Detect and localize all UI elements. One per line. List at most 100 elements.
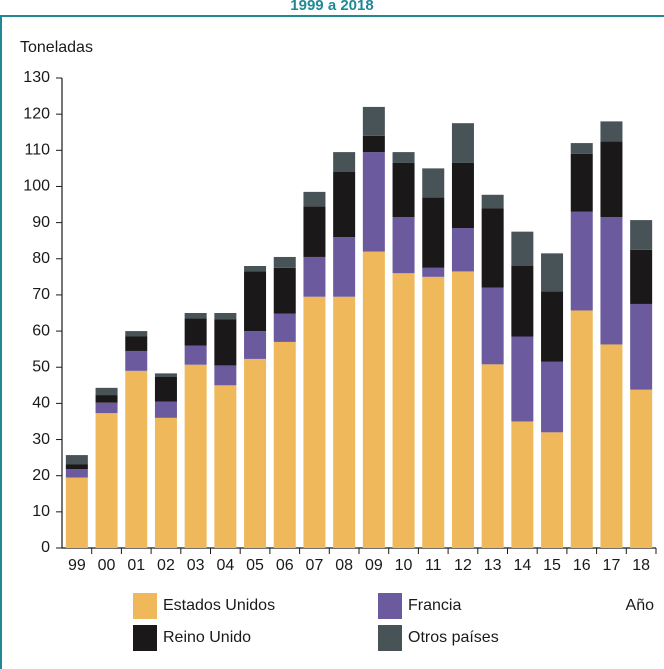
- x-tick-label: 16: [573, 557, 591, 574]
- x-tick-label: 03: [187, 557, 205, 574]
- bar-segment: [630, 249, 653, 304]
- y-tick-label: 0: [41, 539, 50, 556]
- y-tick-label: 120: [23, 105, 50, 122]
- x-tick-label: 12: [454, 557, 472, 574]
- legend-swatch: [133, 593, 157, 619]
- bar-segment: [392, 152, 415, 163]
- x-tick-label: 07: [306, 557, 324, 574]
- bar-segment: [154, 373, 177, 377]
- bar-segment: [65, 464, 88, 470]
- x-tick-label: 04: [216, 557, 234, 574]
- bar-segment: [65, 477, 88, 548]
- x-tick-label: 18: [632, 557, 650, 574]
- bar-segment: [481, 194, 504, 209]
- x-tick-label: 10: [395, 557, 413, 574]
- bar-segment: [541, 291, 564, 362]
- bar-segment: [95, 395, 118, 403]
- bar-segment: [184, 345, 207, 365]
- bar-segment: [451, 228, 474, 272]
- bar-segment: [303, 256, 326, 297]
- x-tick-label: 08: [335, 557, 353, 574]
- y-tick-label: 110: [24, 142, 50, 159]
- bar-segment: [392, 273, 415, 548]
- x-axis-label: Año: [626, 597, 655, 614]
- bar-segment: [630, 389, 653, 548]
- bar-segment: [184, 318, 207, 346]
- bar-segment: [214, 319, 237, 366]
- bar-segment: [244, 271, 267, 332]
- bar-segment: [630, 220, 653, 250]
- bar-segment: [481, 364, 504, 548]
- bar-segment: [154, 376, 177, 402]
- x-tick-label: 02: [157, 557, 175, 574]
- bar-segment: [422, 197, 445, 268]
- bar-segment: [392, 162, 415, 218]
- y-tick-label: 80: [32, 250, 50, 267]
- y-tick-label: 20: [32, 467, 50, 484]
- bar-segment: [95, 402, 118, 414]
- bar-segment: [244, 358, 267, 548]
- bar-segment: [303, 206, 326, 257]
- bar-segment: [451, 162, 474, 229]
- legend-label: Otros países: [408, 629, 499, 646]
- bar-segment: [600, 217, 623, 345]
- bar-segment: [362, 106, 385, 136]
- y-tick-label: 60: [32, 322, 50, 339]
- bar-segment: [333, 152, 356, 172]
- bar-segment: [362, 251, 385, 549]
- y-tick-label: 50: [32, 358, 50, 375]
- x-tick-label: 06: [276, 557, 294, 574]
- x-tick-label: 11: [425, 557, 442, 574]
- x-tick-label: 00: [98, 557, 116, 574]
- bar-segment: [244, 331, 267, 359]
- x-tick-label: 13: [484, 557, 502, 574]
- bar-segment: [303, 191, 326, 207]
- x-tick-label: 05: [246, 557, 264, 574]
- bar-segment: [541, 253, 564, 292]
- bar-segment: [184, 364, 207, 548]
- y-tick-label: 130: [23, 69, 50, 86]
- y-tick-label: 40: [32, 395, 50, 412]
- bar-segment: [154, 417, 177, 548]
- legend-swatch: [378, 593, 402, 619]
- bar-segment: [184, 313, 207, 319]
- bar-segment: [570, 310, 593, 548]
- bar-segment: [125, 370, 148, 548]
- bar-segment: [333, 172, 356, 238]
- bar-segment: [570, 211, 593, 311]
- y-tick-label: 100: [23, 178, 50, 195]
- bar-segment: [273, 267, 296, 314]
- bar-segment: [422, 267, 445, 277]
- bar-segment: [125, 331, 148, 337]
- bar-segment: [333, 237, 356, 297]
- y-axis-label: Toneladas: [20, 39, 93, 56]
- bar-segment: [333, 296, 356, 548]
- bar-segment: [422, 276, 445, 548]
- bar-segment: [451, 271, 474, 548]
- bar-segment: [154, 401, 177, 418]
- bar-segment: [303, 296, 326, 548]
- bar-segment: [125, 336, 148, 351]
- bar-segment: [481, 287, 504, 365]
- bar-segment: [451, 123, 474, 163]
- y-tick-label: 70: [32, 286, 50, 303]
- bar-segment: [570, 153, 593, 212]
- y-tick-label: 10: [32, 503, 50, 520]
- legend-swatch: [378, 625, 402, 651]
- x-tick-label: 09: [365, 557, 383, 574]
- bar-segment: [362, 152, 385, 252]
- bar-segment: [600, 344, 623, 548]
- bar-segment: [95, 387, 118, 396]
- bar-segment: [392, 217, 415, 274]
- y-tick-label: 90: [32, 214, 50, 231]
- bar-segment: [362, 135, 385, 153]
- y-tick-label: 30: [32, 431, 50, 448]
- x-tick-label: 17: [603, 557, 621, 574]
- bar-segment: [511, 421, 534, 548]
- bar-segment: [214, 313, 237, 320]
- legend-label: Francia: [408, 597, 461, 614]
- legend-label: Estados Unidos: [163, 597, 275, 614]
- bar-segment: [511, 336, 534, 422]
- legend-label: Reino Unido: [163, 629, 251, 646]
